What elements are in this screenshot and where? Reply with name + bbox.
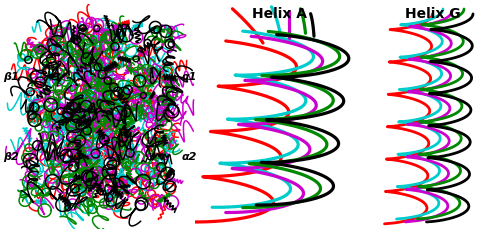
- Text: β1: β1: [3, 72, 19, 82]
- Text: α1: α1: [182, 72, 197, 82]
- Text: Helix A: Helix A: [252, 7, 308, 21]
- Text: β2: β2: [3, 151, 19, 161]
- Text: α2: α2: [182, 151, 197, 161]
- Text: Helix G: Helix G: [404, 7, 460, 21]
